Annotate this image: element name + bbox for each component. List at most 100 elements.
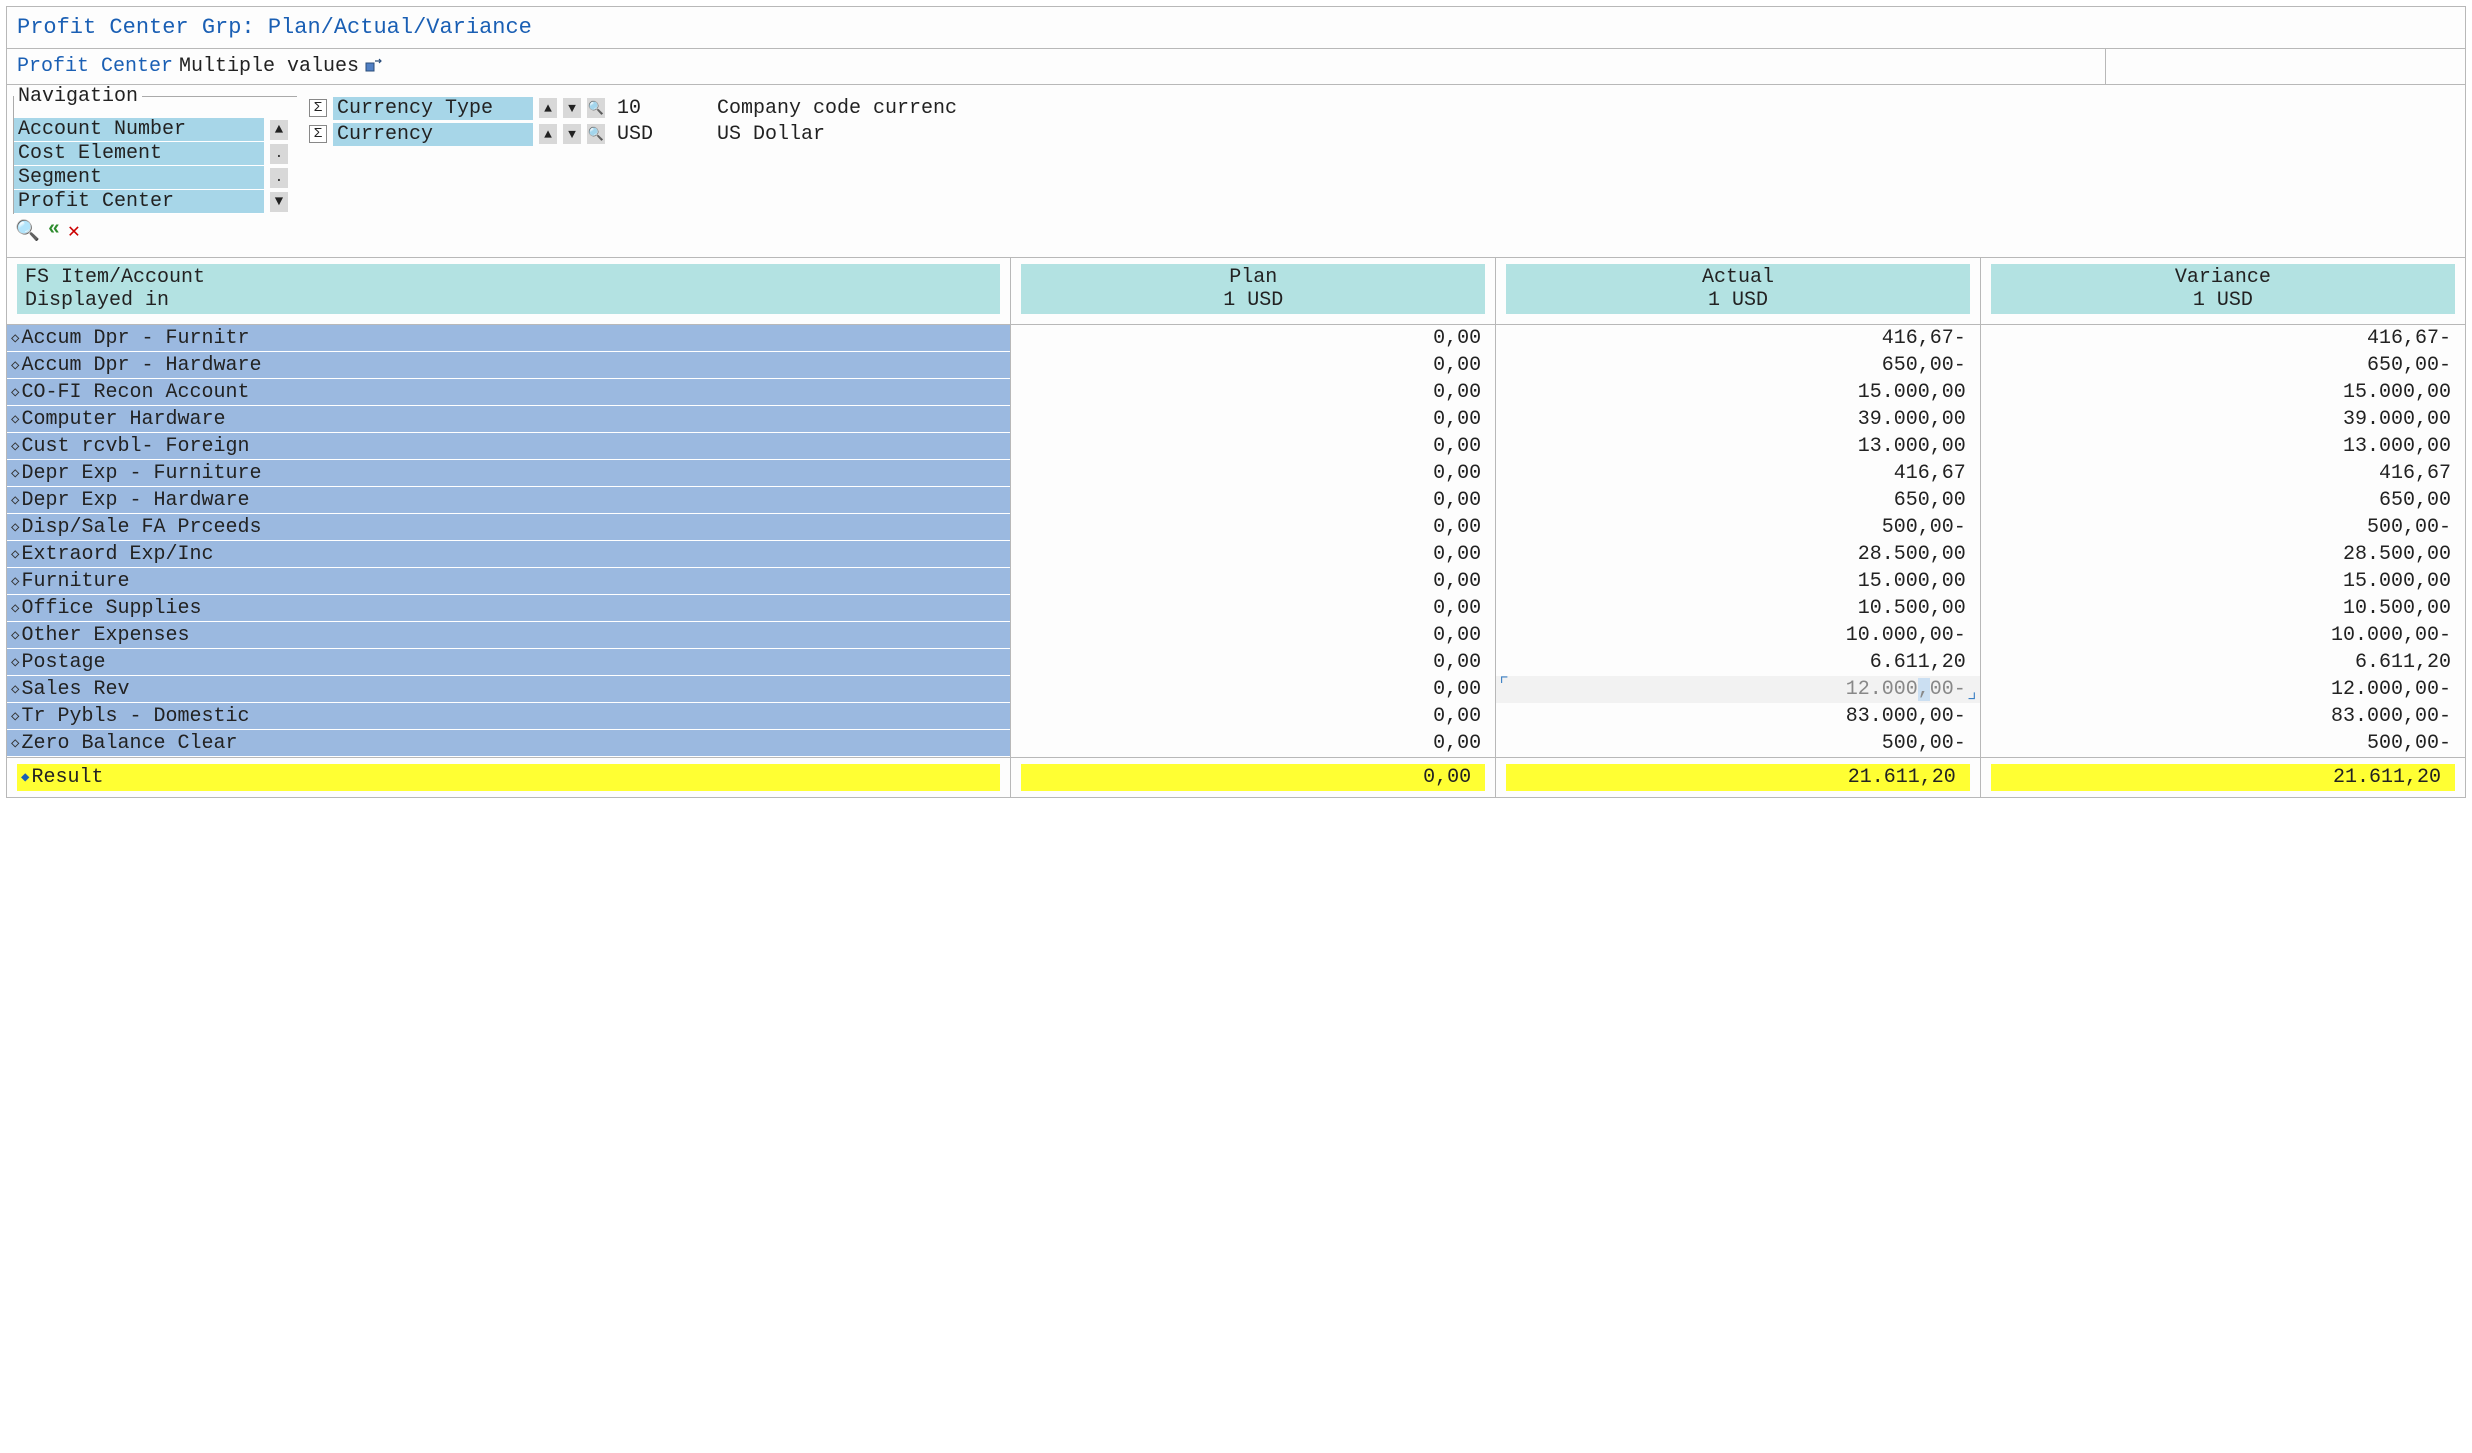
variance-cell[interactable]: 15.000,00 bbox=[1981, 568, 2465, 595]
actual-cell[interactable]: 416,67 bbox=[1496, 460, 1980, 487]
sigma-icon[interactable]: Σ bbox=[309, 125, 327, 143]
sort-asc-button[interactable]: ▲ bbox=[539, 124, 557, 144]
expand-selection-icon[interactable] bbox=[365, 55, 383, 78]
plan-cell[interactable]: 0,00 bbox=[1011, 487, 1495, 514]
account-row[interactable]: ◇Sales Rev bbox=[7, 676, 1010, 703]
sort-desc-button[interactable]: ▼ bbox=[563, 124, 581, 144]
account-row[interactable]: ◇Accum Dpr - Hardware bbox=[7, 352, 1010, 379]
account-row[interactable]: ◇Disp/Sale FA Prceeds bbox=[7, 514, 1010, 541]
actual-cell[interactable]: 500,00- bbox=[1496, 514, 1980, 541]
variance-cell[interactable]: 83.000,00- bbox=[1981, 703, 2465, 730]
actual-cell[interactable]: 10.500,00 bbox=[1496, 595, 1980, 622]
plan-cell[interactable]: 0,00 bbox=[1011, 595, 1495, 622]
account-row[interactable]: ◇Postage bbox=[7, 649, 1010, 676]
plan-cell[interactable]: 0,00 bbox=[1011, 649, 1495, 676]
variance-cell[interactable]: 15.000,00 bbox=[1981, 379, 2465, 406]
filter-label: Currency bbox=[333, 123, 533, 146]
account-row[interactable]: ◇Computer Hardware bbox=[7, 406, 1010, 433]
actual-cell[interactable]: 83.000,00- bbox=[1496, 703, 1980, 730]
sigma-icon[interactable]: Σ bbox=[309, 99, 327, 117]
variance-cell[interactable]: 12.000,00- bbox=[1981, 676, 2465, 703]
actual-cell[interactable]: 650,00 bbox=[1496, 487, 1980, 514]
actual-cell[interactable]: 650,00- bbox=[1496, 352, 1980, 379]
actual-cell[interactable]: 13.000,00 bbox=[1496, 433, 1980, 460]
plan-cell[interactable]: 0,00 bbox=[1011, 406, 1495, 433]
nav-item-label: Account Number bbox=[14, 118, 264, 142]
plan-cell[interactable]: 0,00 bbox=[1011, 352, 1495, 379]
nav-item[interactable]: Cost Element. bbox=[14, 142, 297, 166]
search-button[interactable]: 🔍 bbox=[587, 98, 605, 118]
actual-cell[interactable]: 39.000,00 bbox=[1496, 406, 1980, 433]
row-marker-icon: ◇ bbox=[11, 627, 19, 644]
account-row[interactable]: ◇Depr Exp - Furniture bbox=[7, 460, 1010, 487]
account-row[interactable]: ◇Cust rcvbl- Foreign bbox=[7, 433, 1010, 460]
sort-desc-button[interactable]: ▼ bbox=[563, 98, 581, 118]
account-row[interactable]: ◇Other Expenses bbox=[7, 622, 1010, 649]
variance-cell[interactable]: 650,00- bbox=[1981, 352, 2465, 379]
plan-cell[interactable]: 0,00 bbox=[1011, 568, 1495, 595]
plan-cell[interactable]: 0,00 bbox=[1011, 514, 1495, 541]
plan-cell[interactable]: 0,00 bbox=[1011, 433, 1495, 460]
cancel-icon[interactable]: ✕ bbox=[68, 218, 80, 244]
variance-cell[interactable]: 500,00- bbox=[1981, 730, 2465, 757]
account-row[interactable]: ◇Depr Exp - Hardware bbox=[7, 487, 1010, 514]
account-row[interactable]: ◇Furniture bbox=[7, 568, 1010, 595]
nav-item-sort-button[interactable]: ▼ bbox=[270, 192, 288, 212]
row-marker-icon: ◇ bbox=[11, 330, 19, 347]
actual-cell[interactable]: 500,00- bbox=[1496, 730, 1980, 757]
plan-cell[interactable]: 0,00 bbox=[1011, 541, 1495, 568]
plan-header-2: 1 USD bbox=[1029, 289, 1477, 312]
account-row[interactable]: ◇Accum Dpr - Furnitr bbox=[7, 325, 1010, 352]
nav-item-label: Cost Element bbox=[14, 142, 264, 166]
sort-asc-button[interactable]: ▲ bbox=[539, 98, 557, 118]
row-marker-icon: ◇ bbox=[11, 519, 19, 536]
variance-cell[interactable]: 500,00- bbox=[1981, 514, 2465, 541]
nav-item[interactable]: Segment. bbox=[14, 166, 297, 190]
variance-cell[interactable]: 416,67- bbox=[1981, 325, 2465, 352]
account-row[interactable]: ◇Tr Pybls - Domestic bbox=[7, 703, 1010, 730]
plan-cell[interactable]: 0,00 bbox=[1011, 622, 1495, 649]
plan-cell[interactable]: 0,00 bbox=[1011, 730, 1495, 757]
filter-value: 10 bbox=[611, 97, 701, 120]
plan-cell[interactable]: 0,00 bbox=[1011, 379, 1495, 406]
account-row[interactable]: ◇Extraord Exp/Inc bbox=[7, 541, 1010, 568]
variance-cell[interactable]: 416,67 bbox=[1981, 460, 2465, 487]
variance-cell[interactable]: 650,00 bbox=[1981, 487, 2465, 514]
variance-cell[interactable]: 10.500,00 bbox=[1981, 595, 2465, 622]
zoom-in-icon[interactable]: 🔍 bbox=[15, 218, 40, 244]
actual-header-1: Actual bbox=[1514, 266, 1962, 289]
variance-cell[interactable]: 10.000,00- bbox=[1981, 622, 2465, 649]
row-marker-icon: ◇ bbox=[11, 681, 19, 698]
actual-cell[interactable]: 15.000,00 bbox=[1496, 568, 1980, 595]
variance-cell[interactable]: 28.500,00 bbox=[1981, 541, 2465, 568]
variance-cell[interactable]: 6.611,20 bbox=[1981, 649, 2465, 676]
actual-cell[interactable]: 416,67- bbox=[1496, 325, 1980, 352]
account-row[interactable]: ◇Zero Balance Clear bbox=[7, 730, 1010, 757]
actual-cell[interactable]: 6.611,20 bbox=[1496, 649, 1980, 676]
nav-item[interactable]: Profit Center▼ bbox=[14, 190, 297, 214]
search-button[interactable]: 🔍 bbox=[587, 124, 605, 144]
back-icon[interactable]: « bbox=[48, 218, 60, 244]
plan-cell[interactable]: 0,00 bbox=[1011, 460, 1495, 487]
actual-cell[interactable]: 12.000,00- bbox=[1496, 676, 1980, 703]
variance-header-1: Variance bbox=[1999, 266, 2447, 289]
plan-cell[interactable]: 0,00 bbox=[1011, 703, 1495, 730]
account-name: Depr Exp - Furniture bbox=[21, 462, 261, 485]
account-row[interactable]: ◇CO-FI Recon Account bbox=[7, 379, 1010, 406]
nav-item-sort-button[interactable]: . bbox=[270, 144, 288, 164]
row-marker-icon: ◇ bbox=[11, 735, 19, 752]
variance-cell[interactable]: 13.000,00 bbox=[1981, 433, 2465, 460]
account-name: Accum Dpr - Hardware bbox=[21, 354, 261, 377]
nav-item[interactable]: Account Number ▲ bbox=[14, 118, 297, 142]
actual-cell[interactable]: 10.000,00- bbox=[1496, 622, 1980, 649]
plan-cell[interactable]: 0,00 bbox=[1011, 676, 1495, 703]
account-row[interactable]: ◇Office Supplies bbox=[7, 595, 1010, 622]
actual-cell[interactable]: 15.000,00 bbox=[1496, 379, 1980, 406]
actual-cell[interactable]: 28.500,00 bbox=[1496, 541, 1980, 568]
nav-item-sort-button[interactable]: ▲ bbox=[270, 120, 288, 140]
nav-item-sort-button[interactable]: . bbox=[270, 168, 288, 188]
account-name: Office Supplies bbox=[21, 597, 201, 620]
plan-cell[interactable]: 0,00 bbox=[1011, 325, 1495, 352]
variance-cell[interactable]: 39.000,00 bbox=[1981, 406, 2465, 433]
account-name: Computer Hardware bbox=[21, 408, 225, 431]
